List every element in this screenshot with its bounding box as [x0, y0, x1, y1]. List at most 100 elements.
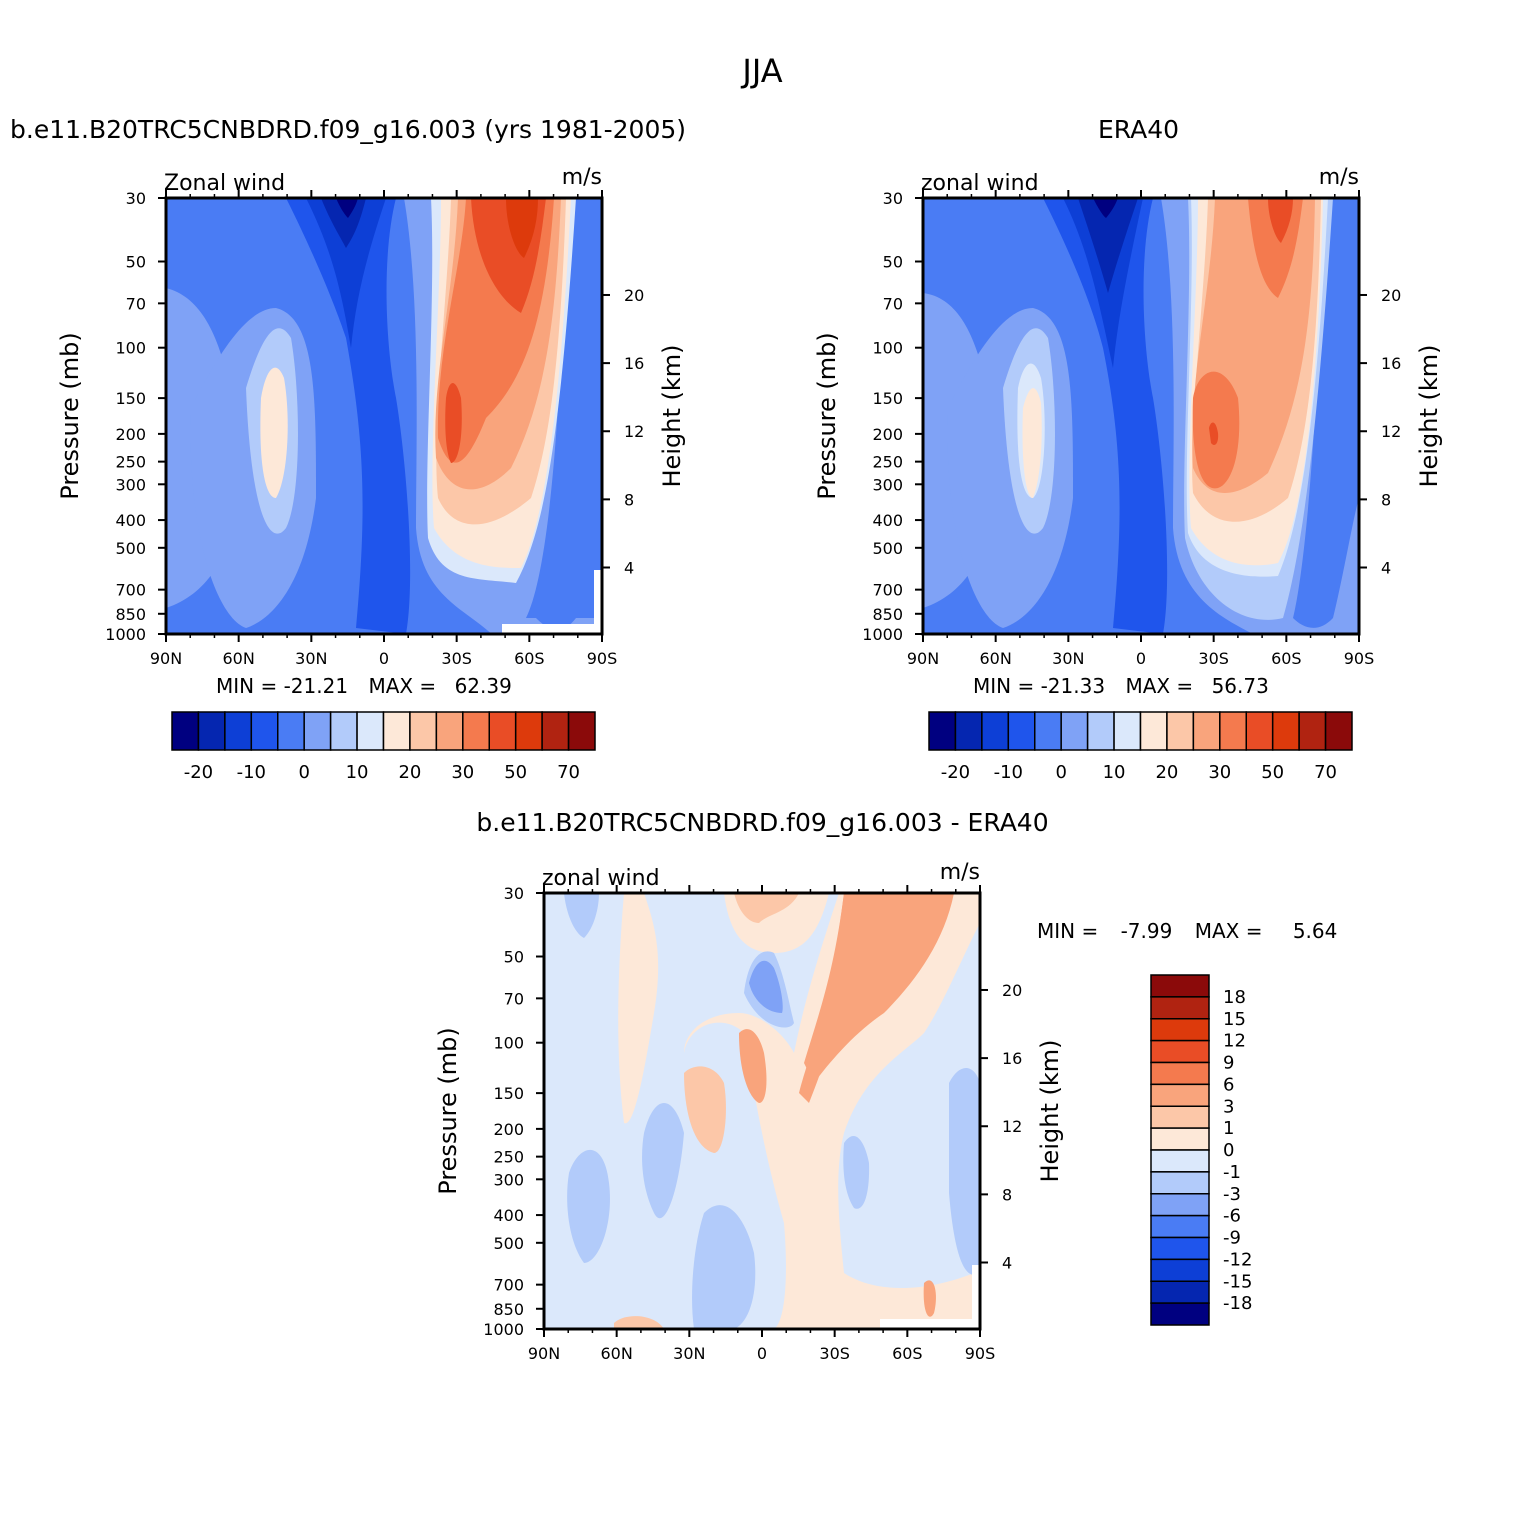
model-contour-easterly-core	[321, 198, 366, 248]
model-colorbar: -20 -10 0 10 20 30 50 70	[171, 711, 596, 783]
diff-min-value: -7.99	[1120, 919, 1173, 943]
diff-colorbar-label: -9	[1223, 1228, 1241, 1249]
model-min-max: MIN = -21.21 MAX = 62.39	[216, 674, 512, 698]
diff-contour-top-inner	[734, 893, 799, 923]
model-min-value: -21.21	[283, 674, 349, 698]
diff-ytick-label: 50	[504, 948, 524, 967]
model-land-mask	[502, 624, 602, 634]
model-ytick-label: 400	[115, 511, 146, 530]
model-colorbar-label: 50	[504, 762, 527, 783]
diff-colorbar-box	[1150, 1127, 1210, 1151]
obs-panel-title: ERA40	[1098, 115, 1180, 144]
model-xtick-label: 90N	[150, 649, 182, 668]
model-xtick-label: 30N	[295, 649, 327, 668]
obs-colorbar-label: 70	[1314, 762, 1337, 783]
obs-ytick-label: 50	[883, 253, 903, 272]
obs-colorbar-box	[981, 711, 1010, 751]
obs-variable-label: zonal wind	[921, 171, 1039, 196]
diff-xtick-label: 90S	[965, 1344, 996, 1363]
model-colorbar-label: -20	[184, 762, 213, 783]
diff-land-mask-2	[972, 1265, 980, 1319]
diff-ylabel-right: Height (km)	[1036, 1040, 1064, 1183]
diff-axes: 90N 60N 30N 0 30S 60S 90S 30 50 70 100 150 200 250 300…	[434, 860, 1064, 1363]
model-ytick-label: 850	[115, 605, 146, 624]
model-contours	[166, 198, 602, 634]
obs-colorbar-label: 30	[1208, 762, 1231, 783]
obs-min-max: MIN = -21.33 MAX = 56.73	[973, 674, 1269, 698]
obs-colorbar-box	[1113, 711, 1142, 751]
model-htick-label: 12	[624, 422, 644, 441]
obs-ytick-label: 250	[872, 453, 903, 472]
obs-ytick-label: 70	[883, 294, 903, 313]
diff-colorbar-label: 15	[1223, 1009, 1246, 1030]
diff-contour-pos-band	[684, 893, 980, 1329]
diff-colorbar-label: -6	[1223, 1206, 1241, 1227]
diff-contour-neg-sh	[843, 1135, 870, 1209]
obs-colorbar-label: -20	[941, 762, 970, 783]
obs-ytick-label: 200	[872, 425, 903, 444]
obs-max-label: MAX =	[1125, 674, 1194, 698]
model-colorbar-label: 70	[557, 762, 580, 783]
obs-units-label: m/s	[1319, 165, 1359, 190]
diff-ytick-label: 1000	[483, 1320, 524, 1339]
diff-colorbar-label: 12	[1223, 1031, 1246, 1052]
diff-contour-neg-core	[749, 960, 783, 1013]
diff-contour-neg-s	[692, 1205, 756, 1329]
model-colorbar-box	[303, 711, 332, 751]
obs-xtick-label: 0	[1136, 649, 1146, 668]
diff-contour-pos-nh	[618, 893, 659, 1124]
diff-colorbar-box	[1150, 1149, 1210, 1173]
obs-contour-nh-jet-core	[1022, 388, 1042, 498]
model-colorbar-label: 20	[398, 762, 421, 783]
diff-min-max: MIN = -7.99 MAX = 5.64	[1037, 919, 1337, 943]
model-ytick-label: 100	[115, 339, 146, 358]
model-colorbar-box	[409, 711, 438, 751]
diff-contour-neg-nw	[564, 893, 599, 938]
diff-ytick-label: 30	[504, 884, 524, 903]
obs-colorbar-box	[1219, 711, 1247, 751]
model-ytick-label: 1000	[105, 625, 146, 644]
obs-colorbar-box	[1298, 711, 1327, 751]
diff-ytick-label: 700	[493, 1276, 524, 1295]
obs-htick-label: 16	[1381, 354, 1401, 373]
obs-plot: 90N 60N 30N 0 30S 60S 90S 30 50 70 100 150 200 250 300…	[813, 165, 1443, 668]
obs-colorbar-label: 20	[1155, 762, 1178, 783]
model-min-label: MIN =	[216, 674, 278, 698]
model-htick-label: 8	[624, 490, 634, 509]
diff-colorbar-label: 3	[1223, 1096, 1234, 1117]
model-htick-label: 4	[624, 559, 634, 578]
diff-colorbar-box	[1150, 1105, 1210, 1129]
diff-contour-sh-6b	[799, 893, 874, 1103]
model-colorbar-label: 0	[298, 762, 309, 783]
diff-colorbar-box	[1150, 1039, 1210, 1064]
diff-colorbar-box	[1150, 1302, 1210, 1326]
model-contour-easterly-min	[336, 198, 358, 218]
diff-colorbar-box	[1150, 1236, 1210, 1261]
model-ytick-label: 250	[115, 453, 146, 472]
diff-plot: 90N 60N 30N 0 30S 60S 90S 30 50 70 100 150 200 250 300…	[434, 860, 1064, 1363]
model-xtick-label: 0	[379, 649, 389, 668]
obs-colorbar-box	[1192, 711, 1221, 751]
diff-colorbar-label: -1	[1223, 1162, 1241, 1183]
model-xtick-label: 90S	[587, 649, 618, 668]
model-contour-easterly	[286, 198, 411, 634]
model-xtick-label: 30S	[441, 649, 472, 668]
obs-colorbar-box	[1139, 711, 1168, 751]
obs-colorbar-box	[954, 711, 983, 751]
obs-htick-label: 4	[1381, 559, 1391, 578]
model-colorbar-box	[488, 711, 517, 751]
obs-colorbar-box	[1271, 711, 1300, 751]
obs-ytick-label: 1000	[862, 625, 903, 644]
obs-xtick-label: 90N	[907, 649, 939, 668]
diff-ytick-label: 150	[493, 1084, 524, 1103]
model-colorbar-label: -10	[237, 762, 266, 783]
model-contour-nh-jet-core	[260, 367, 288, 498]
obs-ytick-label: 150	[872, 389, 903, 408]
diff-colorbar-box	[1150, 1280, 1210, 1304]
obs-ylabel: Pressure (mb)	[813, 332, 841, 499]
diff-htick-label: 12	[1002, 1117, 1022, 1136]
model-units-label: m/s	[562, 165, 602, 190]
diff-colorbar-box	[1150, 1083, 1210, 1107]
diff-units-label: m/s	[940, 860, 980, 885]
